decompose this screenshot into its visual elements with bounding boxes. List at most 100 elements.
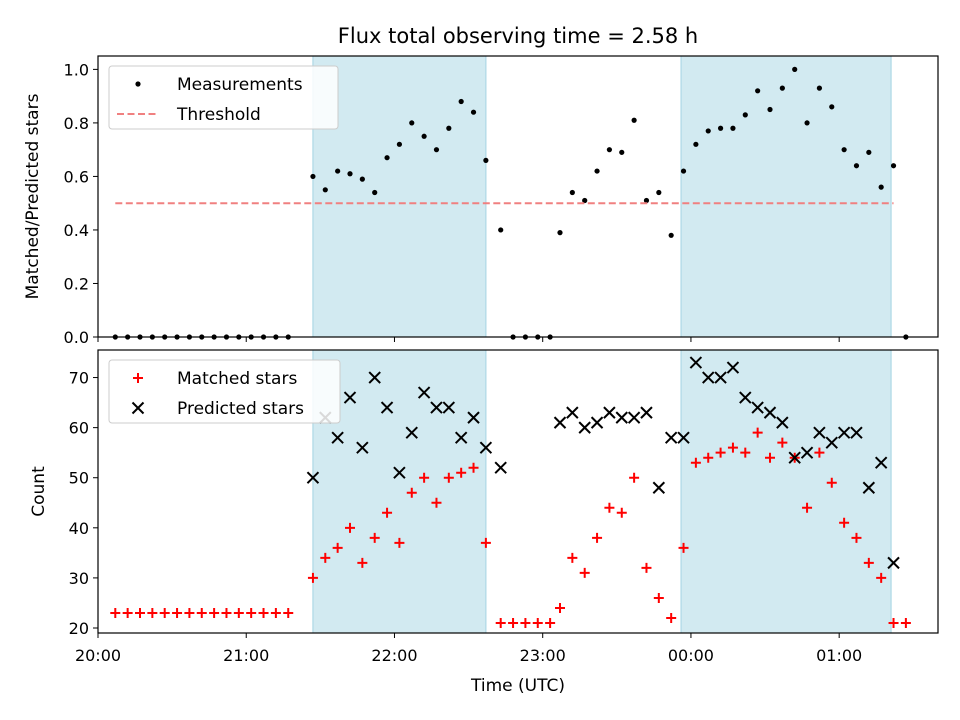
predicted-star-point (652, 481, 666, 494)
predicted-star-point (417, 386, 431, 399)
measurement-point (680, 168, 687, 174)
matched-star-point (641, 562, 652, 573)
predicted-star-point (331, 431, 344, 444)
predicted-star-point (393, 466, 406, 479)
measurement-point (668, 232, 674, 238)
matched-star-point (443, 472, 454, 483)
y-tick-label: 0.0 (64, 328, 89, 347)
matched-star-point (110, 607, 121, 618)
matched-star-point (715, 447, 726, 458)
measurement-point (841, 147, 847, 153)
matched-star-point (357, 557, 368, 568)
matched-star-point (888, 617, 899, 628)
matched-star-point (196, 607, 207, 618)
matched-star-point (209, 607, 220, 618)
measurement-point (470, 109, 477, 115)
matched-star-point (283, 607, 294, 618)
measurement-point (890, 163, 897, 169)
matched-star-point (270, 607, 281, 618)
predicted-star-point (590, 416, 604, 429)
matched-star-point (900, 617, 911, 628)
chart-title: Flux total observing time = 2.58 h (338, 24, 698, 48)
y-tick-label: 30 (69, 569, 89, 588)
predicted-star-point (343, 391, 357, 404)
measurement-point (755, 88, 761, 94)
matched-star-point (431, 497, 442, 508)
matched-star-point (345, 522, 355, 533)
matched-star-point (147, 607, 158, 618)
y-axis-label: Matched/Predicted stars (23, 93, 43, 299)
matched-star-point (567, 552, 578, 563)
x-tick-label: 22:00 (371, 646, 417, 665)
predicted-star-point (825, 436, 838, 449)
predicted-star-point (850, 426, 863, 439)
measurement-point (446, 125, 452, 131)
matched-star-point (545, 617, 556, 628)
matched-star-point (382, 507, 393, 518)
y-tick-label: 0.4 (64, 221, 89, 240)
measurement-point (458, 98, 464, 105)
matched-star-point (495, 617, 506, 628)
predicted-star-point (566, 406, 579, 419)
y-tick-label: 40 (69, 519, 89, 538)
measurement-point (421, 133, 427, 139)
measurement-point (582, 197, 588, 204)
matched-star-point (520, 617, 531, 628)
y-tick-label: 0.6 (64, 167, 89, 186)
measurement-point (359, 176, 365, 182)
matched-star-point (172, 607, 183, 618)
matched-star-point (876, 572, 887, 583)
predicted-star-point (677, 431, 690, 444)
measurement-point (779, 85, 785, 91)
measurement-point (693, 141, 699, 147)
predicted-star-point (578, 421, 591, 434)
measurement-point (384, 155, 390, 161)
matched-star-point (258, 607, 269, 618)
measurement-point (853, 163, 860, 169)
matched-star-point (221, 607, 232, 618)
observing-window (681, 350, 892, 633)
measurement-point (767, 106, 773, 113)
matched-star-point (752, 427, 763, 438)
measurement-point (717, 125, 724, 131)
matched-star-point (135, 607, 145, 618)
matched-star-point (678, 542, 689, 553)
predicted-star-point (430, 401, 443, 414)
y-tick-label: 0.2 (64, 274, 89, 293)
legend-label: Matched stars (177, 369, 297, 389)
matched-star-point (419, 472, 430, 483)
legend-label: Predicted stars (177, 399, 304, 419)
y-axis-label: Count (29, 466, 49, 517)
predicted-star-point (380, 401, 394, 414)
measurement-point (742, 112, 748, 118)
legend-plus-marker (133, 373, 143, 383)
matched-star-point (851, 532, 862, 543)
x-tick-label: 01:00 (816, 646, 862, 665)
predicted-star-point (874, 456, 888, 469)
matched-star-point (740, 447, 751, 458)
legend-label: Threshold (176, 105, 261, 125)
legend-x-marker (131, 401, 145, 415)
measurement-point (483, 157, 489, 163)
x-tick-label: 23:00 (520, 646, 566, 665)
matched-star-point (508, 617, 519, 628)
matched-star-point (456, 467, 467, 478)
measurement-point (433, 147, 440, 153)
measurement-point (866, 149, 872, 155)
matched-star-point (777, 437, 788, 448)
measurement-point (347, 171, 353, 177)
predicted-star-point (356, 441, 369, 454)
measurement-point (705, 128, 711, 134)
axes-frame (97, 349, 939, 634)
y-tick-label: 20 (69, 619, 89, 638)
matched-star-point (159, 607, 170, 618)
matched-star-point (592, 532, 603, 543)
y-tick-label: 1.0 (64, 60, 89, 79)
predicted-star-point (689, 356, 703, 369)
predicted-star-point (751, 401, 764, 414)
predicted-star-point (887, 556, 900, 570)
measurement-point (396, 141, 403, 147)
matched-star-point (184, 607, 195, 618)
measurement-point (372, 189, 378, 196)
